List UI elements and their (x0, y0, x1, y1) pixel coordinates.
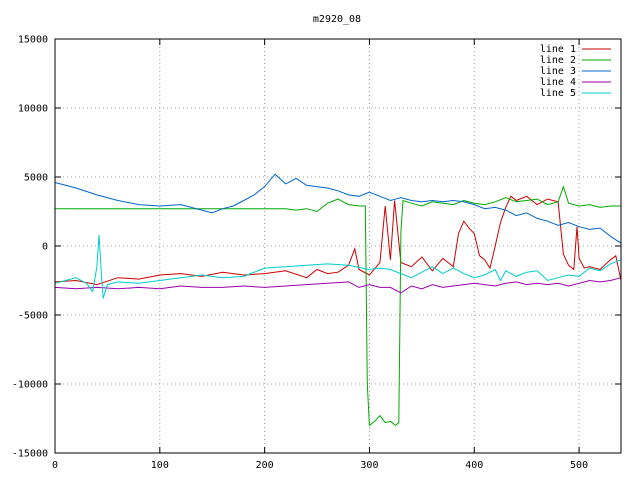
series-line-1 (54, 195, 622, 286)
y-tick-label: 10000 (18, 104, 48, 115)
y-tick-label: 15000 (18, 35, 48, 46)
y-tick-label: -15000 (12, 449, 48, 460)
data-series (54, 173, 622, 427)
legend-label-4: line 4 (540, 77, 576, 88)
y-tick-label: 0 (42, 242, 48, 253)
chart-title: m2920_08 (313, 14, 361, 25)
y-tick-label: 5000 (24, 173, 48, 184)
x-tick-label: 200 (256, 460, 274, 471)
y-tick-label: -10000 (12, 380, 48, 391)
x-tick-label: 300 (360, 460, 378, 471)
legend-label-5: line 5 (540, 88, 576, 99)
x-tick-label: 100 (151, 460, 169, 471)
y-tick-label: -5000 (18, 311, 48, 322)
grid-lines (55, 39, 621, 453)
legend-label-2: line 2 (540, 55, 576, 66)
series-line-4 (54, 277, 622, 294)
series-line-2 (55, 185, 621, 427)
x-tick-label: 0 (52, 460, 58, 471)
series-line-3 (54, 173, 622, 244)
x-tick-label: 500 (570, 460, 588, 471)
legend-label-3: line 3 (540, 66, 576, 77)
x-tick-label: 400 (465, 460, 483, 471)
axes: -15000 -10000 -5000 0 5000 10000 15000 0 100 200 3… (12, 35, 622, 471)
legend-label-1: line 1 (540, 44, 576, 55)
series-line-5 (54, 234, 622, 299)
